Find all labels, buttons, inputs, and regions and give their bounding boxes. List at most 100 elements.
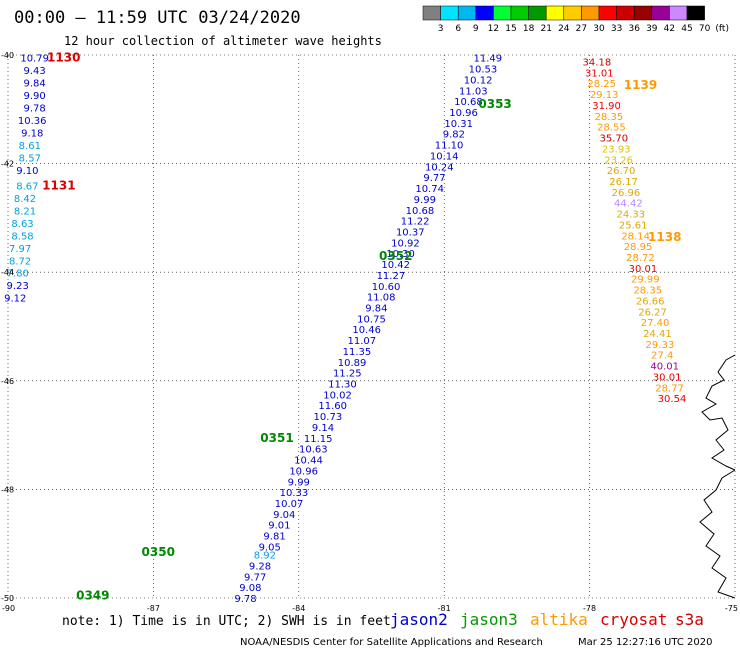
wave-height-label: 28.35 [595, 112, 624, 123]
wave-height-label: 10.63 [299, 445, 328, 456]
wave-height-label: 8.42 [14, 194, 36, 205]
wave-height-label: 10.37 [396, 227, 425, 238]
color-scale-swatch [545, 5, 565, 21]
wave-height-label: 28.95 [624, 242, 653, 253]
color-scale-label: 33 [611, 24, 622, 34]
wave-height-label: 10.68 [454, 97, 483, 108]
wave-height-label: 8.63 [11, 219, 33, 230]
color-scale-swatch [616, 5, 635, 21]
color-scale-swatch [440, 5, 459, 21]
x-tick-label: -75 [725, 604, 738, 613]
wave-height-label: 10.36 [18, 116, 47, 127]
wave-height-label: 29.13 [590, 90, 619, 101]
wave-height-label: 11.15 [304, 434, 333, 445]
wave-height-label: 28.77 [655, 383, 684, 394]
wave-height-label: 28.25 [587, 79, 616, 90]
wave-height-label: 11.49 [473, 54, 502, 65]
color-scale-label: (ft) [715, 24, 729, 34]
wave-height-label: 11.07 [347, 336, 376, 347]
wave-height-label: 9.18 [21, 129, 43, 140]
pass-time-label: 1139 [624, 78, 657, 92]
wave-height-label: 31.01 [585, 68, 614, 79]
credit-text: NOAA/NESDIS Center for Satellite Applica… [240, 637, 543, 648]
wave-height-label: 9.77 [244, 572, 266, 583]
wave-height-label: 8.72 [9, 256, 31, 267]
wave-height-label: 10.02 [323, 390, 352, 401]
wave-height-label: 10.12 [464, 75, 493, 86]
wave-height-label: 24.41 [643, 329, 672, 340]
wave-height-label: 10.44 [294, 456, 323, 467]
wave-height-label: 9.78 [24, 104, 46, 115]
wave-height-label: 9.04 [273, 510, 295, 521]
wave-height-label: 11.60 [318, 401, 347, 412]
chart-subtitle: 12 hour collection of altimeter wave hei… [64, 34, 382, 48]
coastline-outline [699, 354, 736, 599]
x-tick-label: -78 [583, 604, 596, 613]
wave-height-label: 30.54 [658, 394, 687, 405]
color-scale-swatch [581, 5, 600, 21]
timestamp-text: Mar 25 12:27:16 UTC 2020 [578, 637, 713, 648]
wave-height-label: 9.43 [24, 66, 46, 77]
x-tick-label: -81 [438, 604, 451, 613]
wave-height-label: 9.99 [288, 477, 310, 488]
wave-height-label: 28.14 [621, 231, 650, 242]
wave-height-label: 29.33 [646, 340, 675, 351]
wave-height-label: 34.18 [583, 58, 612, 69]
wave-height-label: 10.14 [430, 151, 459, 162]
wave-height-label: 11.03 [459, 86, 488, 97]
wave-height-label: 29.99 [631, 275, 660, 286]
wave-height-label: 10.96 [289, 466, 318, 477]
wave-height-label: 9.28 [249, 561, 271, 572]
color-scale-label: 27 [576, 24, 587, 34]
wave-height-label: 10.31 [444, 119, 473, 130]
wave-height-label: 27.40 [641, 318, 670, 329]
wave-height-label: 8.67 [16, 181, 38, 192]
footnote: note: 1) Time is in UTC; 2) SWH is in fe… [62, 614, 391, 629]
color-scale-swatch [493, 5, 512, 21]
wave-height-label: 23.26 [604, 155, 633, 166]
color-scale-label: 70 [699, 24, 711, 34]
y-tick-label: -46 [1, 377, 14, 386]
color-scale-swatch [669, 5, 688, 21]
color-scale-label: 21 [540, 24, 551, 34]
grid-lines [7, 54, 736, 599]
satellite-name: s3a [675, 610, 704, 629]
wave-height-label: 26.27 [638, 307, 667, 318]
wave-height-label: 9.14 [312, 423, 334, 434]
wave-height-label: 11.22 [401, 217, 430, 228]
color-scale-label: 15 [505, 24, 516, 34]
coastline [699, 354, 736, 599]
wave-height-label: 9.84 [24, 79, 46, 90]
wave-height-label: 9.10 [16, 166, 38, 177]
wave-height-label: 10.60 [372, 282, 401, 293]
wave-height-label: 26.70 [607, 166, 636, 177]
wave-height-label: 10.42 [381, 260, 410, 271]
wave-height-label: 10.73 [314, 412, 343, 423]
color-scale-label: 39 [646, 24, 658, 34]
wave-height-label: 10.89 [338, 358, 367, 369]
wave-height-label: 28.35 [633, 286, 662, 297]
wave-height-label: 9.78 [234, 594, 256, 605]
color-scale-label: 3 [438, 24, 444, 34]
color-scale-label: 9 [473, 24, 479, 34]
wave-height-label: 10.68 [406, 206, 435, 217]
x-tick-label: -90 [2, 604, 15, 613]
color-scale-label: 12 [488, 24, 499, 34]
color-scale-label: 24 [558, 24, 570, 34]
y-tick-label: -50 [1, 594, 14, 603]
color-scale-swatch [422, 5, 441, 21]
wave-height-label: 40.01 [650, 362, 679, 373]
y-tick-label: -40 [1, 51, 14, 60]
color-scale-swatch [528, 5, 547, 21]
wave-height-label: 8.61 [19, 141, 41, 152]
pass-time-label: 0353 [478, 97, 511, 111]
wave-height-label: 10.30 [386, 249, 415, 260]
color-scale-swatch [510, 5, 529, 21]
wave-height-label: 27.4 [651, 351, 673, 362]
color-scale-swatch [686, 5, 705, 21]
color-scale-swatch [457, 5, 477, 21]
plot-background [8, 55, 735, 598]
wave-height-label: 10.24 [425, 162, 454, 173]
satellite-name: jason2 [390, 610, 448, 629]
